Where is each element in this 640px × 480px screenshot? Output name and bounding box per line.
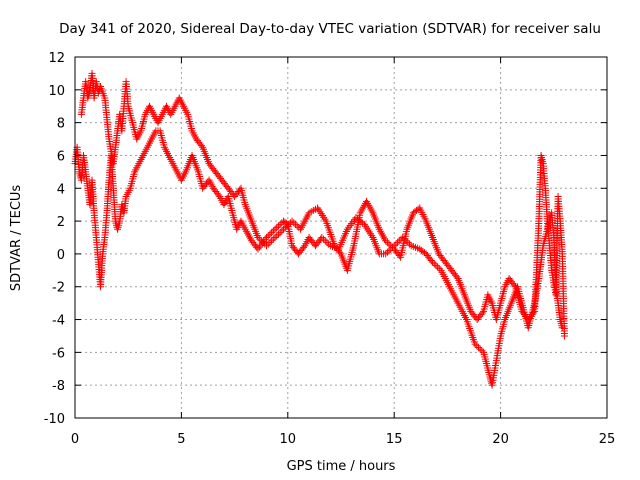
x-tick-label: 20 (492, 432, 509, 447)
data-point (288, 217, 296, 225)
data-point (453, 273, 461, 281)
data-point (476, 345, 484, 353)
data-point (318, 234, 326, 241)
data-point (273, 232, 281, 240)
data-point (320, 235, 328, 243)
data-point (268, 237, 276, 245)
data-point (263, 234, 271, 241)
y-axis-label: SDTVAR / TECUs (9, 185, 24, 292)
data-point (560, 332, 568, 340)
y-tick-label: -4 (52, 314, 65, 329)
data-point (300, 243, 308, 251)
data-point (264, 232, 272, 240)
data-point (383, 238, 391, 246)
data-point (276, 229, 284, 237)
data-point (385, 247, 393, 255)
data-point (404, 238, 412, 246)
data-point (471, 340, 479, 348)
plot-frame (74, 56, 608, 419)
data-point (257, 237, 265, 245)
data-point (336, 248, 344, 256)
y-tick-label: 8 (57, 117, 65, 132)
data-point (271, 225, 279, 233)
data-point (278, 227, 286, 235)
y-tick-label: -6 (52, 346, 65, 361)
data-point (271, 234, 279, 241)
x-axis-label: GPS time / hours (287, 459, 396, 474)
chart-title: Day 341 of 2020, Sidereal Day-to-day VTE… (59, 21, 601, 37)
data-point (283, 222, 291, 230)
y-tick-label: -10 (44, 412, 65, 427)
y-tick-label: 0 (57, 248, 65, 263)
data-point (281, 224, 289, 232)
data-point (388, 243, 396, 251)
data-point (392, 240, 400, 248)
data-point (529, 309, 537, 317)
data-point (269, 227, 277, 235)
y-tick-label: -2 (52, 281, 65, 296)
data-point (280, 225, 288, 233)
data-point (259, 238, 267, 246)
data-point (293, 222, 301, 230)
data-point (256, 235, 264, 243)
data-point (268, 229, 276, 237)
data-point (382, 250, 390, 258)
data-point (323, 238, 331, 246)
series-track-a (71, 127, 566, 389)
data-point (421, 249, 429, 257)
data-point (387, 242, 395, 250)
x-tick-label: 15 (386, 432, 403, 447)
data-point (214, 191, 222, 199)
y-tick-label: 10 (48, 84, 65, 99)
y-tick-label: 6 (57, 149, 65, 164)
data-point (266, 230, 274, 238)
data-point (264, 240, 272, 248)
y-tick-label: -8 (52, 379, 65, 394)
data-point (269, 235, 277, 243)
series-track-b (77, 69, 568, 340)
y-tick-label: 12 (48, 51, 65, 66)
data-point (321, 237, 329, 245)
data-point (276, 220, 284, 228)
data-point (266, 238, 274, 246)
data-point (254, 234, 262, 241)
data-point (359, 219, 367, 227)
data-point (197, 142, 205, 150)
data-point (382, 237, 390, 245)
x-tick-label: 25 (599, 432, 616, 447)
data-point (290, 219, 298, 227)
data-point (510, 281, 518, 289)
data-point (478, 347, 486, 355)
data-point (274, 230, 282, 238)
data-point (406, 240, 414, 248)
y-tick-label: 2 (57, 215, 65, 230)
data-marks (71, 69, 568, 389)
x-tick-label: 5 (177, 432, 185, 447)
data-point (473, 342, 481, 350)
x-tick-label: 10 (280, 432, 297, 447)
data-point (394, 238, 402, 246)
data-point (474, 343, 482, 351)
x-tick-label: 0 (71, 432, 79, 447)
data-point (430, 260, 438, 268)
data-point (385, 240, 393, 248)
data-point (432, 261, 440, 269)
data-point (263, 242, 271, 250)
y-tick-label: 4 (57, 182, 65, 197)
data-point (427, 256, 435, 264)
data-point (274, 222, 282, 230)
data-point (435, 265, 443, 273)
data-point (278, 219, 286, 227)
axis-ticks: 0 5 10 15 20 25 -10 -8 -6 -4 -2 0 2 4 6 8 10 12 (44, 51, 616, 447)
data-point (325, 240, 333, 248)
data-point (478, 309, 486, 317)
data-point (273, 224, 281, 232)
data-point (291, 220, 299, 228)
data-point (429, 258, 437, 266)
data-point (383, 248, 391, 256)
data-point (434, 263, 442, 271)
data-point (285, 220, 293, 228)
